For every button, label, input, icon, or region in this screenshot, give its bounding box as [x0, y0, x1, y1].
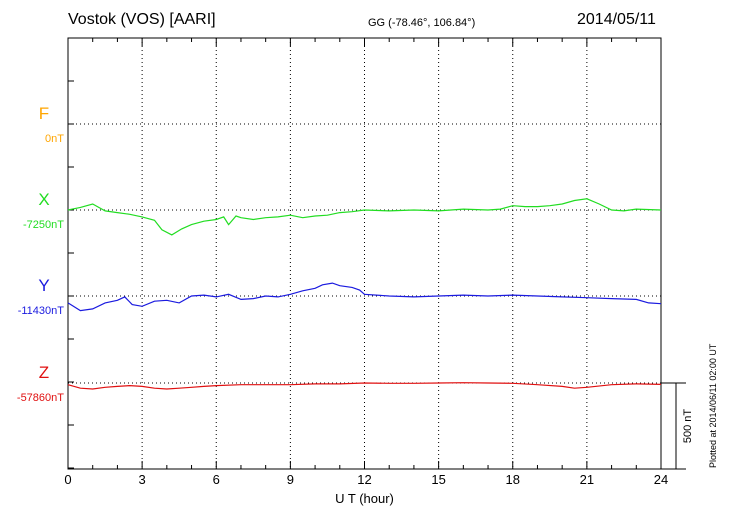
x-tick-label: 21 — [580, 472, 594, 487]
x-tick-label: 15 — [431, 472, 445, 487]
component-label-z: Z — [39, 363, 49, 382]
coordinates-label: GG (-78.46°, 106.84°) — [368, 17, 476, 29]
station-title: Vostok (VOS) [AARI] — [68, 11, 216, 28]
component-label-y: Y — [38, 276, 49, 295]
baseline-value-y: -11430nT — [18, 305, 65, 317]
baseline-value-z: -57860nT — [17, 392, 64, 404]
x-tick-label: 3 — [139, 472, 146, 487]
x-tick-label: 18 — [506, 472, 520, 487]
x-tick-label: 24 — [654, 472, 668, 487]
scale-bar-label: 500 nT — [682, 409, 694, 444]
component-label-f: F — [39, 104, 49, 123]
x-tick-label: 12 — [357, 472, 371, 487]
date-label: 2014/05/11 — [577, 11, 656, 28]
baseline-value-f: 0nT — [45, 133, 64, 145]
x-tick-label: 0 — [64, 472, 71, 487]
x-tick-label: 9 — [287, 472, 294, 487]
plotted-timestamp: Plotted at 2014/06/11 02:00 UT — [708, 343, 718, 468]
component-label-x: X — [38, 190, 49, 209]
series-line-x — [67, 198, 662, 236]
baseline-value-x: -7250nT — [23, 219, 64, 231]
series-line-y — [67, 282, 662, 312]
x-tick-label: 6 — [213, 472, 220, 487]
x-axis-label: U T (hour) — [335, 491, 394, 506]
series-line-z — [67, 382, 662, 390]
